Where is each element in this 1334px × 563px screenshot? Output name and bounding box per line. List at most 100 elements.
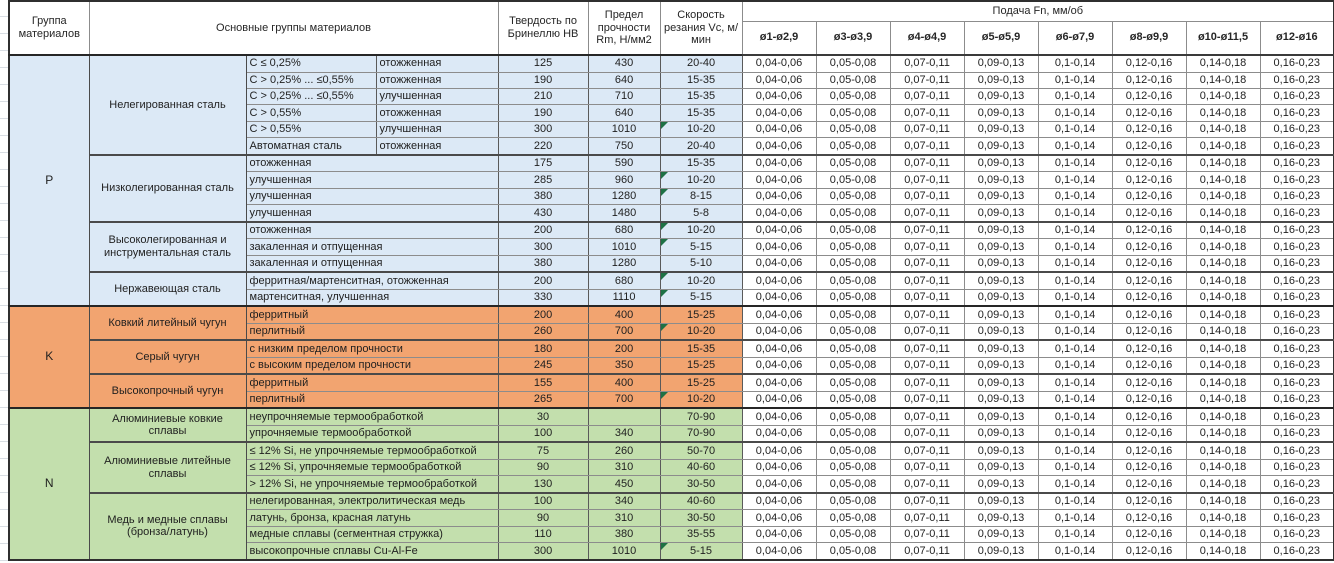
feed-value-cell[interactable]: 0,16-0,23 xyxy=(1259,322,1334,341)
feed-value-cell[interactable]: 0,09-0,13 xyxy=(963,271,1039,290)
cutting-speed-vc-cell[interactable]: 10-20 xyxy=(659,120,743,139)
feed-value-cell[interactable]: 0,16-0,23 xyxy=(1259,407,1334,426)
material-variant-cell[interactable]: мартенситная, улучшенная xyxy=(245,288,499,307)
feed-value-cell[interactable]: 0,12-0,16 xyxy=(1111,322,1187,341)
cutting-speed-vc-cell[interactable]: 30-50 xyxy=(659,475,743,494)
cutting-speed-vc-cell[interactable]: 70-90 xyxy=(659,407,743,426)
feed-value-cell[interactable]: 0,14-0,18 xyxy=(1185,204,1261,223)
feed-value-cell[interactable]: 0,07-0,11 xyxy=(889,356,965,375)
feed-value-cell[interactable]: 0,16-0,23 xyxy=(1259,238,1334,256)
feed-value-cell[interactable]: 0,14-0,18 xyxy=(1185,220,1261,240)
feed-value-cell[interactable]: 0,07-0,11 xyxy=(889,271,965,290)
feed-value-cell[interactable]: 0,1-0,14 xyxy=(1037,220,1113,240)
cutting-speed-vc-cell[interactable]: 20-40 xyxy=(659,137,743,156)
feed-value-cell[interactable]: 0,07-0,11 xyxy=(889,204,965,223)
material-variant-cell[interactable]: перлитный xyxy=(245,322,499,341)
feed-value-cell[interactable]: 0,07-0,11 xyxy=(889,254,965,273)
feed-value-cell[interactable]: 0,1-0,14 xyxy=(1037,71,1113,89)
cutting-speed-vc-cell[interactable]: 50-70 xyxy=(659,441,743,460)
feed-value-cell[interactable]: 0,04-0,06 xyxy=(741,390,817,409)
strength-rm-cell[interactable]: 380 xyxy=(587,525,661,544)
cutting-speed-vc-cell[interactable]: 5-8 xyxy=(659,204,743,223)
feed-value-cell[interactable]: 0,04-0,06 xyxy=(741,542,817,561)
feed-value-cell[interactable]: 0,09-0,13 xyxy=(963,407,1039,426)
feed-value-cell[interactable]: 0,05-0,08 xyxy=(815,373,891,392)
feed-value-cell[interactable]: 0,12-0,16 xyxy=(1111,220,1187,240)
strength-rm-cell[interactable]: 450 xyxy=(587,475,661,494)
strength-rm-cell[interactable]: 1110 xyxy=(587,288,661,307)
feed-value-cell[interactable]: 0,05-0,08 xyxy=(815,171,891,189)
feed-value-cell[interactable]: 0,12-0,16 xyxy=(1111,153,1187,173)
feed-value-cell[interactable]: 0,16-0,23 xyxy=(1259,271,1334,290)
feed-value-cell[interactable]: 0,04-0,06 xyxy=(741,120,817,139)
feed-value-cell[interactable]: 0,09-0,13 xyxy=(963,220,1039,240)
material-variant-cell[interactable]: ≤ 12% Si, не упрочняемые термообработкой xyxy=(245,441,499,460)
feed-value-cell[interactable]: 0,07-0,11 xyxy=(889,171,965,189)
hardness-hb-cell[interactable]: 285 xyxy=(497,171,589,189)
hardness-hb-cell[interactable]: 330 xyxy=(497,288,589,307)
feed-value-cell[interactable]: 0,04-0,06 xyxy=(741,475,817,494)
header-feed-diameter-4[interactable]: ø6-ø7,9 xyxy=(1037,20,1113,56)
feed-value-cell[interactable]: 0,1-0,14 xyxy=(1037,204,1113,223)
feed-value-cell[interactable]: 0,07-0,11 xyxy=(889,137,965,156)
group-code-cell[interactable]: P xyxy=(8,53,90,307)
feed-value-cell[interactable]: 0,1-0,14 xyxy=(1037,424,1113,443)
group-code-cell[interactable]: K xyxy=(8,305,90,409)
feed-value-cell[interactable]: 0,04-0,06 xyxy=(741,491,817,511)
cutting-speed-vc-cell[interactable]: 40-60 xyxy=(659,458,743,477)
material-block-cell[interactable]: Медь и медные сплавы (бронза/латунь) xyxy=(88,491,247,561)
material-variant-cell[interactable]: с высоким пределом прочности xyxy=(245,356,499,375)
header-main-groups[interactable]: Основные группы материалов xyxy=(88,0,499,56)
hardness-hb-cell[interactable]: 75 xyxy=(497,441,589,460)
feed-value-cell[interactable]: 0,12-0,16 xyxy=(1111,238,1187,256)
feed-value-cell[interactable]: 0,07-0,11 xyxy=(889,424,965,443)
strength-rm-cell[interactable]: 960 xyxy=(587,171,661,189)
feed-value-cell[interactable]: 0,14-0,18 xyxy=(1185,104,1261,122)
feed-value-cell[interactable]: 0,05-0,08 xyxy=(815,254,891,273)
feed-value-cell[interactable]: 0,09-0,13 xyxy=(963,390,1039,409)
feed-value-cell[interactable]: 0,1-0,14 xyxy=(1037,104,1113,122)
feed-value-cell[interactable]: 0,14-0,18 xyxy=(1185,509,1261,527)
feed-value-cell[interactable]: 0,04-0,06 xyxy=(741,356,817,375)
feed-value-cell[interactable]: 0,05-0,08 xyxy=(815,204,891,223)
feed-value-cell[interactable]: 0,12-0,16 xyxy=(1111,187,1187,206)
feed-value-cell[interactable]: 0,1-0,14 xyxy=(1037,356,1113,375)
feed-value-cell[interactable]: 0,1-0,14 xyxy=(1037,525,1113,544)
hardness-hb-cell[interactable]: 175 xyxy=(497,153,589,173)
hardness-hb-cell[interactable]: 245 xyxy=(497,356,589,375)
feed-value-cell[interactable]: 0,09-0,13 xyxy=(963,509,1039,527)
feed-value-cell[interactable]: 0,16-0,23 xyxy=(1259,71,1334,89)
feed-value-cell[interactable]: 0,1-0,14 xyxy=(1037,137,1113,156)
feed-value-cell[interactable]: 0,12-0,16 xyxy=(1111,305,1187,324)
feed-value-cell[interactable]: 0,1-0,14 xyxy=(1037,407,1113,426)
feed-value-cell[interactable]: 0,12-0,16 xyxy=(1111,254,1187,273)
feed-value-cell[interactable]: 0,07-0,11 xyxy=(889,71,965,89)
cutting-speed-vc-cell[interactable]: 10-20 xyxy=(659,390,743,409)
feed-value-cell[interactable]: 0,07-0,11 xyxy=(889,525,965,544)
feed-value-cell[interactable]: 0,04-0,06 xyxy=(741,238,817,256)
feed-value-cell[interactable]: 0,04-0,06 xyxy=(741,204,817,223)
feed-value-cell[interactable]: 0,05-0,08 xyxy=(815,220,891,240)
feed-value-cell[interactable]: 0,1-0,14 xyxy=(1037,171,1113,189)
feed-value-cell[interactable]: 0,07-0,11 xyxy=(889,87,965,106)
feed-value-cell[interactable]: 0,14-0,18 xyxy=(1185,491,1261,511)
feed-value-cell[interactable]: 0,1-0,14 xyxy=(1037,254,1113,273)
material-variant-cell[interactable]: неупрочняемые термообработкой xyxy=(245,407,499,426)
hardness-hb-cell[interactable]: 430 xyxy=(497,204,589,223)
material-block-cell[interactable]: Нелегированная сталь xyxy=(88,54,247,156)
material-variant-cell[interactable]: высокопрочные сплавы Cu-Al-Fe xyxy=(245,542,499,561)
hardness-hb-cell[interactable]: 300 xyxy=(497,238,589,256)
feed-value-cell[interactable]: 0,09-0,13 xyxy=(963,254,1039,273)
cutting-speed-vc-cell[interactable]: 40-60 xyxy=(659,491,743,511)
cutting-speed-vc-cell[interactable]: 15-25 xyxy=(659,305,743,324)
feed-value-cell[interactable]: 0,16-0,23 xyxy=(1259,441,1334,460)
feed-value-cell[interactable]: 0,07-0,11 xyxy=(889,458,965,477)
feed-value-cell[interactable]: 0,05-0,08 xyxy=(815,53,891,73)
feed-value-cell[interactable]: 0,12-0,16 xyxy=(1111,424,1187,443)
material-variant-cell[interactable]: закаленная и отпущенная xyxy=(245,238,499,256)
group-code-cell[interactable]: N xyxy=(8,407,90,561)
feed-value-cell[interactable]: 0,04-0,06 xyxy=(741,288,817,307)
feed-value-cell[interactable]: 0,16-0,23 xyxy=(1259,53,1334,73)
strength-rm-cell[interactable]: 340 xyxy=(587,491,661,511)
strength-rm-cell[interactable]: 1010 xyxy=(587,542,661,561)
